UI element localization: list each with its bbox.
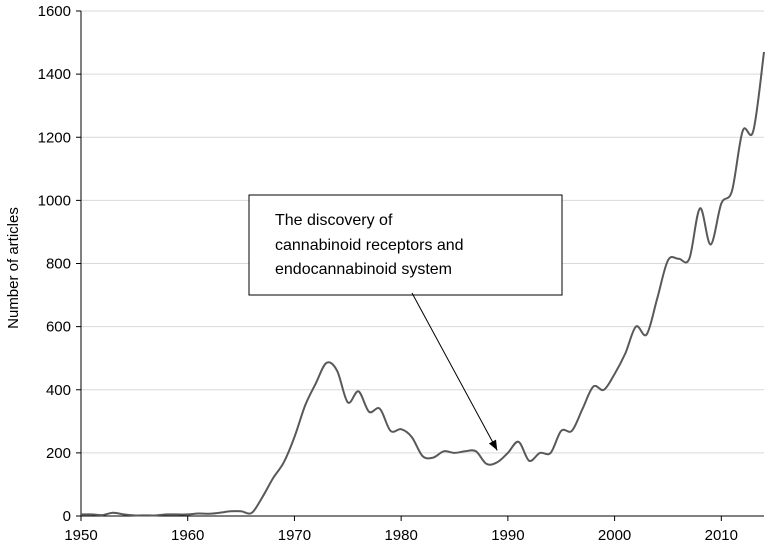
series-group	[80, 51, 765, 517]
x-tick-label: 1970	[278, 527, 311, 544]
x-tick-label: 1990	[491, 527, 524, 544]
annotation-box	[248, 194, 563, 296]
y-tick-label: 1000	[38, 192, 71, 209]
annotation-arrow	[411, 292, 498, 451]
y-tick-label: 800	[46, 256, 71, 273]
x-tick-label: 2010	[705, 527, 738, 544]
annotation-line-3: endocannabinoid system	[275, 261, 452, 278]
y-tick-labels: 0 200 400 600 800 1000 1200 1400 1600	[38, 3, 71, 525]
x-tick-label: 2000	[598, 527, 631, 544]
y-tick-label: 600	[46, 319, 71, 336]
series-line	[80, 51, 765, 517]
annotation-line-1: The discovery of	[275, 212, 393, 229]
annotation: The discovery of cannabinoid receptors a…	[248, 194, 563, 451]
y-tick-label: 200	[46, 445, 71, 462]
y-tick-label: 0	[63, 508, 71, 525]
x-tick-label: 1960	[171, 527, 204, 544]
annotation-line-2: cannabinoid receptors and	[275, 237, 464, 254]
y-tick-label: 1200	[38, 129, 71, 146]
x-tick-label: 1980	[384, 527, 417, 544]
annotation-arrowhead	[488, 439, 498, 451]
y-tick-label: 1400	[38, 66, 71, 83]
y-tick-label: 400	[46, 382, 71, 399]
x-tick-labels: 1950 1960 1970 1980 1990 2000 2010	[64, 527, 738, 544]
axes	[76, 10, 764, 521]
y-tick-label: 1600	[38, 3, 71, 20]
x-tick-label: 1950	[64, 527, 97, 544]
y-axis-title: Number of articles	[5, 207, 22, 329]
